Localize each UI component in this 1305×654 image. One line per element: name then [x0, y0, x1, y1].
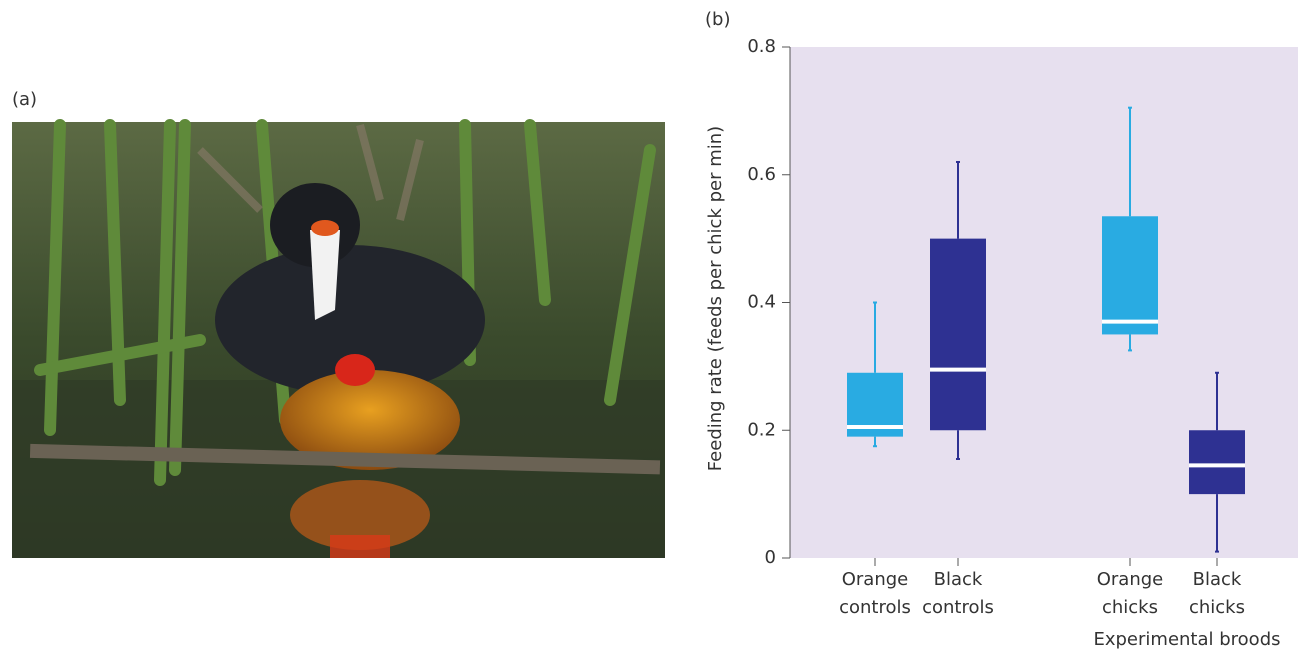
x-tick-label-line: Orange: [842, 569, 909, 590]
panel-label: (b): [705, 9, 730, 30]
y-tick-label: 0.4: [747, 292, 776, 313]
photo-label: (a): [12, 89, 37, 110]
group-label: Experimental broods: [1093, 629, 1280, 650]
y-tick-label: 0: [765, 547, 776, 568]
x-tick-label-line: Orange: [1097, 569, 1164, 590]
box: [1102, 216, 1158, 335]
photo: [12, 119, 665, 558]
x-tick-label-line: chicks: [1189, 597, 1245, 618]
x-tick-label: Black controls: [922, 569, 994, 618]
y-tick-label: 0.2: [747, 419, 776, 440]
x-tick-label-line: controls: [922, 597, 994, 618]
x-tick-label: Orange controls: [839, 569, 911, 618]
x-tick-label-line: controls: [839, 597, 911, 618]
y-tick-label: 0.8: [747, 36, 776, 57]
y-tick-label: 0.6: [747, 164, 776, 185]
x-tick-label: Black chicks: [1189, 569, 1245, 618]
x-tick-label-line: Black: [1193, 569, 1242, 590]
box: [1189, 430, 1245, 495]
x-tick-label: Orange chicks: [1097, 569, 1164, 618]
y-axis-label: Feeding rate (feeds per chick per min): [705, 126, 726, 471]
x-tick-label-line: chicks: [1102, 597, 1158, 618]
x-tick-label-line: Black: [934, 569, 983, 590]
box: [930, 238, 986, 431]
